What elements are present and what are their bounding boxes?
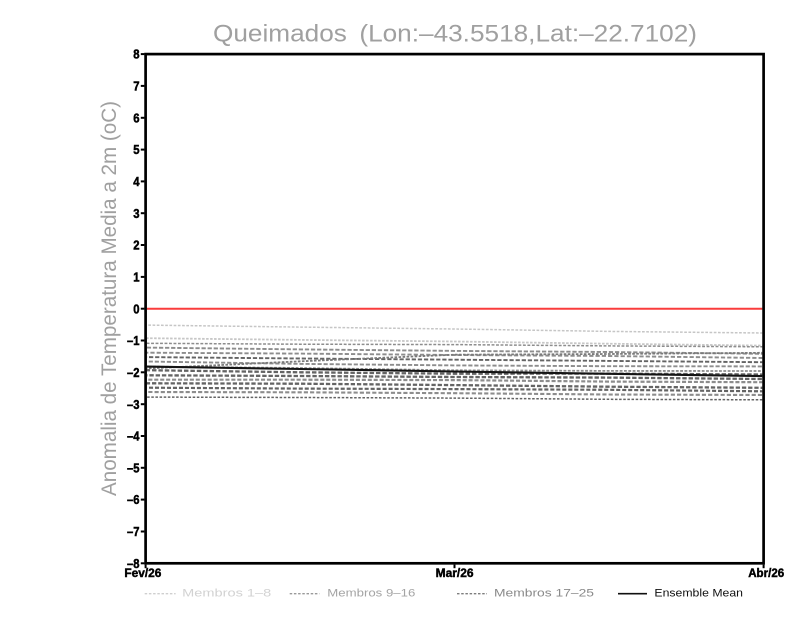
svg-text:7: 7 <box>133 79 139 94</box>
svg-text:2: 2 <box>133 238 139 253</box>
svg-text:–7: –7 <box>127 524 140 539</box>
svg-text:5: 5 <box>133 142 139 157</box>
svg-text:6: 6 <box>133 110 139 125</box>
svg-text:4: 4 <box>133 174 140 189</box>
svg-text:Queimados (Lon:–43.5518,Lat:–: Queimados (Lon:–43.5518,Lat:–22.7102) <box>213 22 697 48</box>
svg-text:Fev/26: Fev/26 <box>124 566 161 580</box>
svg-text:–5: –5 <box>127 460 140 475</box>
svg-text:8: 8 <box>133 47 139 62</box>
svg-text:Mar/26: Mar/26 <box>436 566 474 580</box>
svg-text:Membros 9–16: Membros 9–16 <box>327 587 415 599</box>
svg-text:Abr/26: Abr/26 <box>748 566 784 580</box>
svg-text:–8: –8 <box>127 556 140 571</box>
svg-text:–2: –2 <box>127 365 140 380</box>
svg-text:–6: –6 <box>127 492 140 507</box>
svg-text:–3: –3 <box>127 397 140 412</box>
svg-text:Membros 1–8: Membros 1–8 <box>182 587 271 599</box>
svg-text:0: 0 <box>133 301 139 316</box>
svg-text:–1: –1 <box>127 333 140 348</box>
svg-text:Membros 17–25: Membros 17–25 <box>494 587 594 599</box>
svg-text:Ensemble Mean: Ensemble Mean <box>654 587 743 599</box>
svg-text:–4: –4 <box>127 429 140 444</box>
svg-text:1: 1 <box>133 270 139 285</box>
svg-text:Anomalia de Temperatura Media: Anomalia de Temperatura Media a 2m (oC) <box>98 101 121 496</box>
svg-text:3: 3 <box>133 206 139 221</box>
